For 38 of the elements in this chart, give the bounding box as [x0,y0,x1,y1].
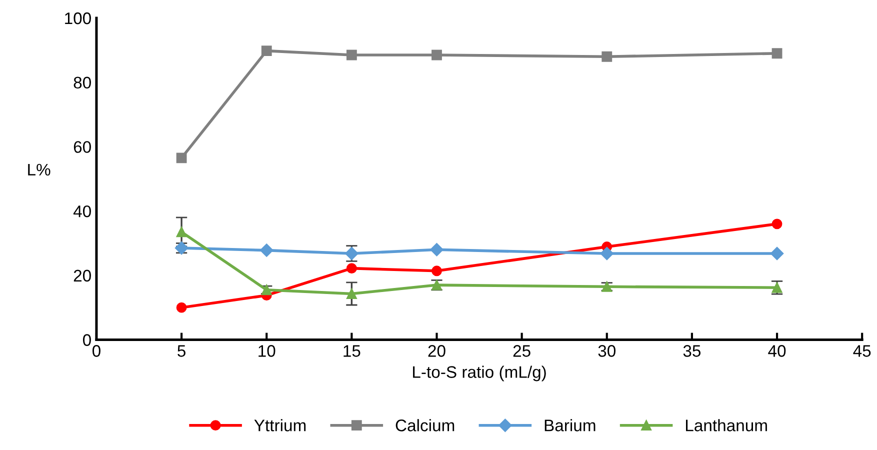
point [430,243,444,256]
point [176,226,187,238]
point [432,50,442,60]
x-tick-label: 40 [768,345,786,357]
x-tick-label: 0 [92,345,100,357]
x-tick-label: 10 [258,345,276,357]
point [770,246,784,260]
x-tick-label: 35 [683,345,701,357]
x-tick-label: 30 [598,345,616,357]
point [432,266,442,276]
y-tick-label: 100 [65,12,91,24]
x-tick-label: 20 [428,345,446,357]
legend-label: Barium [544,419,596,432]
y-tick-label: 40 [73,205,91,218]
y-tick-label: 80 [74,76,91,89]
point [772,48,782,59]
y-tick-label: 20 [74,270,91,282]
point [346,288,357,299]
point [176,152,187,164]
point [346,263,357,274]
point [261,46,272,56]
point [602,51,612,62]
x-tick-label: 45 [853,345,871,357]
point [772,218,782,230]
y-tick-label: 0 [82,334,91,346]
x-tick-label: 5 [178,345,186,357]
point [600,246,614,260]
point [176,302,187,313]
legend-label: Calcium [396,419,454,432]
x-tick-label: 25 [513,345,530,357]
point [260,244,274,257]
y-tick-label: 60 [74,141,91,153]
point [346,50,357,60]
y-axis-title: L% [28,164,50,176]
x-tick-label: 15 [344,345,360,357]
x-axis-title: L-to-S ratio (mL/g) [413,366,546,382]
legend-label: Yttrium [254,419,306,432]
legend-label: Lanthanum [686,419,767,432]
